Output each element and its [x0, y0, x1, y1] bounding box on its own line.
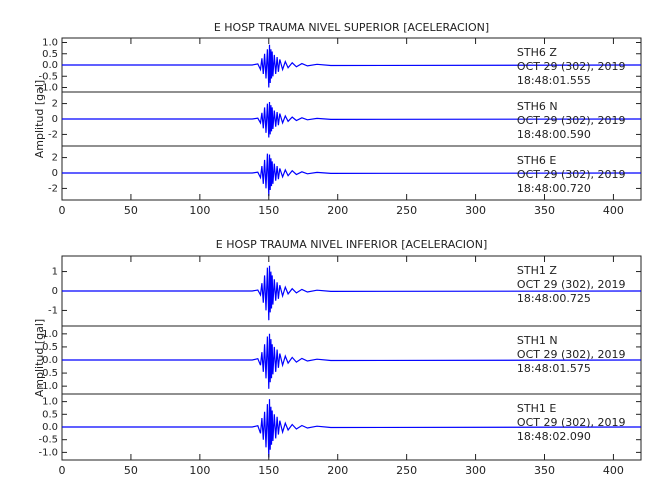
y-tick-label: 0: [52, 114, 58, 125]
y-tick-label: 2: [52, 99, 58, 110]
waveform: [62, 44, 642, 88]
y-tick-label: -1: [48, 305, 58, 316]
x-tick-label: 100: [189, 464, 210, 477]
y-tick-label: -1.0: [38, 381, 58, 392]
waveform: [62, 265, 642, 321]
x-tick-label: 350: [534, 204, 555, 217]
x-tick-label: 200: [327, 464, 348, 477]
x-tick-label: 300: [465, 464, 486, 477]
x-tick-label: 400: [603, 204, 624, 217]
x-tick-label: 50: [124, 204, 138, 217]
x-tick-label: 350: [534, 464, 555, 477]
time-label: 18:48:02.090: [517, 430, 591, 443]
chart-title: E HOSP TRAUMA NIVEL SUPERIOR [ACELERACIO…: [214, 21, 489, 34]
x-tick-label: 400: [603, 464, 624, 477]
x-tick-label: 100: [189, 204, 210, 217]
time-label: 18:48:00.725: [517, 292, 591, 305]
station-label: STH1 E: [517, 402, 556, 415]
date-label: OCT 29 (302), 2019: [517, 278, 626, 291]
y-tick-label: -0.5: [38, 368, 58, 379]
y-tick-label: 0.5: [42, 409, 58, 420]
y-tick-label: 1.0: [42, 38, 58, 49]
time-label: 18:48:00.590: [517, 128, 591, 141]
station-label: STH1 Z: [517, 264, 557, 277]
date-label: OCT 29 (302), 2019: [517, 348, 626, 361]
x-tick-label: 250: [396, 204, 417, 217]
y-tick-label: -0.5: [38, 435, 58, 446]
x-tick-label: 50: [124, 464, 138, 477]
y-tick-label: -2: [48, 183, 58, 194]
time-label: 18:48:00.720: [517, 182, 591, 195]
y-tick-label: 1.0: [42, 329, 58, 340]
x-tick-label: 0: [59, 464, 66, 477]
time-label: 18:48:01.555: [517, 74, 591, 87]
y-tick-label: 1.0: [42, 397, 58, 408]
station-label: STH6 N: [517, 100, 558, 113]
x-tick-label: 250: [396, 464, 417, 477]
y-tick-label: 0.5: [42, 342, 58, 353]
station-label: STH6 E: [517, 154, 556, 167]
x-tick-label: 150: [258, 464, 279, 477]
station-label: STH6 Z: [517, 46, 557, 59]
y-tick-label: -1.0: [38, 447, 58, 458]
waveform: [62, 333, 642, 389]
y-tick-label: 0.0: [42, 422, 58, 433]
time-label: 18:48:01.575: [517, 362, 591, 375]
y-tick-label: 0.5: [42, 49, 58, 60]
chart-title: E HOSP TRAUMA NIVEL INFERIOR [ACELERACIO…: [216, 238, 487, 251]
x-tick-label: 150: [258, 204, 279, 217]
date-label: OCT 29 (302), 2019: [517, 114, 626, 127]
y-tick-label: -1.0: [38, 83, 58, 94]
y-axis-label: Amplitud [gal]: [33, 80, 46, 158]
waveform: [62, 101, 642, 138]
y-tick-label: 0.0: [42, 60, 58, 71]
y-tick-label: 2: [52, 153, 58, 164]
y-axis-label: Amplitud [gal]: [33, 319, 46, 397]
y-tick-label: 1: [52, 267, 58, 278]
y-tick-label: -0.5: [38, 71, 58, 82]
x-tick-label: 300: [465, 204, 486, 217]
waveform: [62, 153, 642, 197]
y-tick-label: 0: [52, 168, 58, 179]
y-tick-label: 0.0: [42, 355, 58, 366]
x-tick-label: 200: [327, 204, 348, 217]
date-label: OCT 29 (302), 2019: [517, 168, 626, 181]
date-label: OCT 29 (302), 2019: [517, 60, 626, 73]
station-label: STH1 N: [517, 334, 558, 347]
y-tick-label: -2: [48, 129, 58, 140]
waveform: [62, 399, 642, 458]
x-tick-label: 0: [59, 204, 66, 217]
y-tick-label: 0: [52, 286, 58, 297]
date-label: OCT 29 (302), 2019: [517, 416, 626, 429]
